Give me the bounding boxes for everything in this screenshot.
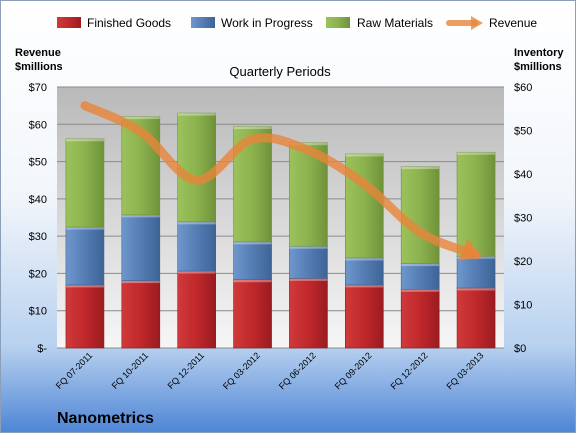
x-tick-label: FQ 12-2011 <box>166 350 207 391</box>
legend-label-raw-materials: Raw Materials <box>357 16 433 30</box>
x-tick-label: FQ 06-2012 <box>277 350 318 391</box>
x-tick-label: FQ 03-2012 <box>221 350 262 391</box>
bar-raw-materials-highlight <box>401 166 440 170</box>
right-tick-label: $10 <box>514 300 532 312</box>
bar-work-in-progress <box>400 263 440 290</box>
bar-work-in-progress-highlight <box>121 214 160 218</box>
bar-raw-materials <box>177 112 216 223</box>
left-tick-label: $60 <box>29 119 47 131</box>
right-axis-label-line2: $millions <box>514 61 562 73</box>
bar-raw-materials-highlight <box>65 138 104 142</box>
legend-swatch-work-in-progress <box>191 17 215 28</box>
bar-finished-goods-highlight <box>345 284 384 288</box>
bar-raw-materials-highlight <box>121 116 160 120</box>
left-tick-label: $50 <box>29 157 47 169</box>
legend-label-revenue: Revenue <box>489 16 537 30</box>
chart-title: Quarterly Periods <box>229 64 331 79</box>
company-name: Nanometrics <box>57 410 154 427</box>
bar-work-in-progress <box>345 257 384 286</box>
left-tick-label: $- <box>37 343 47 355</box>
bar-finished-goods <box>177 270 216 349</box>
bar-finished-goods <box>289 278 328 349</box>
right-tick-label: $40 <box>514 169 532 181</box>
bar-work-in-progress <box>289 245 328 279</box>
x-tick-label: FQ 07-2011 <box>54 350 95 391</box>
bar-work-in-progress <box>233 241 272 281</box>
bar-work-in-progress <box>177 221 216 272</box>
legend-arrow-revenue <box>471 16 483 30</box>
bar-finished-goods-highlight <box>401 289 440 292</box>
bar-finished-goods <box>456 287 496 349</box>
bar-work-in-progress <box>65 226 105 286</box>
x-tick-label: FQ 10-2011 <box>110 350 151 391</box>
bar-raw-materials-highlight <box>177 113 216 116</box>
bar-work-in-progress-highlight <box>401 263 440 267</box>
bar-raw-materials-highlight <box>289 142 328 146</box>
bar-work-in-progress-highlight <box>345 257 384 261</box>
bar-finished-goods-highlight <box>289 278 328 281</box>
legend-label-work-in-progress: Work in Progress <box>221 16 313 30</box>
x-tick-label: FQ 09-2012 <box>333 350 374 391</box>
bar-work-in-progress-highlight <box>289 246 328 249</box>
bar-finished-goods-highlight <box>65 284 104 288</box>
left-tick-label: $40 <box>29 194 47 206</box>
right-tick-label: $50 <box>514 126 532 138</box>
revenue-arrowhead <box>458 238 482 261</box>
right-tick-label: $60 <box>514 82 532 94</box>
bar-finished-goods-highlight <box>233 279 272 283</box>
bar-finished-goods <box>345 284 384 349</box>
right-tick-label: $20 <box>514 256 532 268</box>
bar-finished-goods <box>121 280 161 349</box>
x-tick-label: FQ 03-2013 <box>444 350 485 391</box>
left-axis-label-line2: $millions <box>15 61 63 73</box>
bar-finished-goods-highlight <box>121 280 160 284</box>
legend: Finished Goods Work in Progress Raw Mate… <box>57 16 537 30</box>
bar-raw-materials <box>65 138 105 228</box>
bar-raw-materials <box>400 166 440 264</box>
bar-raw-materials-highlight <box>233 126 272 130</box>
left-tick-label: $70 <box>29 82 47 94</box>
legend-label-finished-goods: Finished Goods <box>87 16 171 30</box>
bar-raw-materials-highlight <box>457 152 496 155</box>
bar-finished-goods <box>65 284 105 349</box>
left-tick-label: $20 <box>29 268 47 280</box>
revenue-line <box>80 101 481 260</box>
bar-raw-materials-highlight <box>345 153 384 157</box>
bar-finished-goods <box>233 279 272 349</box>
bar-work-in-progress <box>121 214 161 281</box>
right-tick-label: $0 <box>514 343 526 355</box>
bar-finished-goods-highlight <box>177 271 216 274</box>
bar-finished-goods-highlight <box>457 287 496 291</box>
left-tick-label: $10 <box>29 306 47 318</box>
right-tick-label: $30 <box>514 213 532 225</box>
bar-finished-goods <box>400 288 440 349</box>
bar-work-in-progress-highlight <box>65 227 104 230</box>
bar-work-in-progress-highlight <box>177 221 216 225</box>
x-tick-label: FQ 12-2012 <box>389 350 430 391</box>
legend-swatch-raw-materials <box>326 17 350 28</box>
legend-swatch-finished-goods <box>57 17 81 28</box>
bar-work-in-progress-highlight <box>233 241 272 245</box>
left-tick-label: $30 <box>29 231 47 243</box>
bar-work-in-progress <box>456 255 496 289</box>
right-axis-label-line1: Inventory <box>514 47 564 59</box>
left-axis-label-line1: Revenue <box>15 47 61 59</box>
bar-raw-materials <box>456 151 496 257</box>
